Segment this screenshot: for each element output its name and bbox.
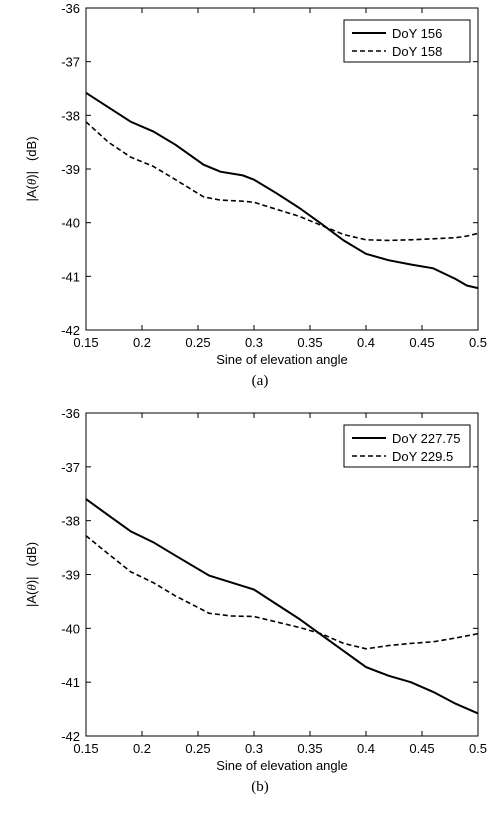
x-tick-label: 0.3 [245, 741, 263, 756]
y-tick-label: -40 [61, 216, 80, 231]
x-tick-label: 0.25 [185, 335, 210, 350]
legend-box [343, 424, 471, 468]
x-tick-label: 0.2 [133, 335, 151, 350]
y-axis-label-suffix: )| [24, 577, 39, 585]
y-axis-label-prefix: |A( [24, 590, 39, 607]
legend-label-2: DoY 229.5 [392, 449, 453, 464]
figure-caption: (b) [251, 779, 269, 795]
legend-box [343, 19, 471, 63]
y-tick-label: -41 [61, 675, 80, 690]
legend-label-1: DoY 156 [392, 26, 442, 41]
y-axis-label: |A(θ)| (dB) [24, 136, 39, 201]
x-tick-label: 0.35 [297, 741, 322, 756]
y-tick-label: -37 [61, 55, 80, 70]
x-tick-label: 0.4 [357, 335, 375, 350]
y-tick-label: -38 [61, 514, 80, 529]
y-tick-label: -37 [61, 460, 80, 475]
series-line-2 [85, 121, 479, 242]
y-axis-label-unit: (dB) [24, 542, 39, 567]
x-tick-label: 0.3 [245, 335, 263, 350]
y-tick-label: -40 [61, 621, 80, 636]
x-axis-label: Sine of elevation angle [216, 352, 348, 367]
x-tick-label: 0.25 [185, 741, 210, 756]
x-tick-label: 0.45 [409, 741, 434, 756]
y-axis-label: |A(θ)| (dB) [24, 542, 39, 607]
y-tick-label: -42 [61, 729, 80, 744]
x-tick-label: 0.45 [409, 335, 434, 350]
y-axis-label-theta: θ [24, 584, 39, 591]
y-tick-label: -36 [61, 406, 80, 421]
y-tick-label: -36 [61, 1, 80, 16]
chart-panel-a: 0.15 0.2 0.25 0.3 0.35 0.4 0.45 0.5 -42 -41 -40 -39… [24, 1, 487, 389]
x-tick-label: 0.35 [297, 335, 322, 350]
y-tick-label: -41 [61, 269, 80, 284]
x-tick-label: 0.15 [73, 335, 98, 350]
figure-caption: (a) [252, 373, 269, 389]
x-tick-label: 0.2 [133, 741, 151, 756]
x-tick-label: 0.5 [469, 741, 487, 756]
chart-panel-b: 0.15 0.2 0.25 0.3 0.35 0.4 0.45 0.5 -42 -41 -40 -39… [24, 406, 487, 795]
y-axis-label-suffix: )| [24, 171, 39, 179]
series-line-1 [85, 91, 479, 290]
y-axis-label-prefix: |A( [24, 184, 39, 201]
series-line-2 [85, 535, 479, 650]
y-tick-label: -42 [61, 323, 80, 338]
x-axis-label: Sine of elevation angle [216, 758, 348, 773]
x-tick-label: 0.4 [357, 741, 375, 756]
y-tick-label: -39 [61, 568, 80, 583]
y-axis-label-unit: (dB) [24, 136, 39, 161]
x-tick-label: 0.5 [469, 335, 487, 350]
legend-label-2: DoY 158 [392, 44, 442, 59]
y-axis-label-theta: θ [24, 178, 39, 185]
y-tick-label: -38 [61, 108, 80, 123]
legend-label-1: DoY 227.75 [392, 431, 460, 446]
series-line-1 [85, 498, 479, 715]
y-tick-label: -39 [61, 162, 80, 177]
x-tick-label: 0.15 [73, 741, 98, 756]
